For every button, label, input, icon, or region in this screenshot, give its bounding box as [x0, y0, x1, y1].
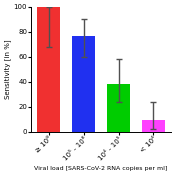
Bar [72, 36, 95, 132]
X-axis label: Viral load [SARS-CoV-2 RNA copies per ml]: Viral load [SARS-CoV-2 RNA copies per ml… [34, 166, 168, 171]
Bar [107, 83, 130, 132]
Y-axis label: Sensitivity [in %]: Sensitivity [in %] [4, 39, 11, 99]
Bar [37, 7, 60, 132]
Bar [142, 120, 165, 132]
